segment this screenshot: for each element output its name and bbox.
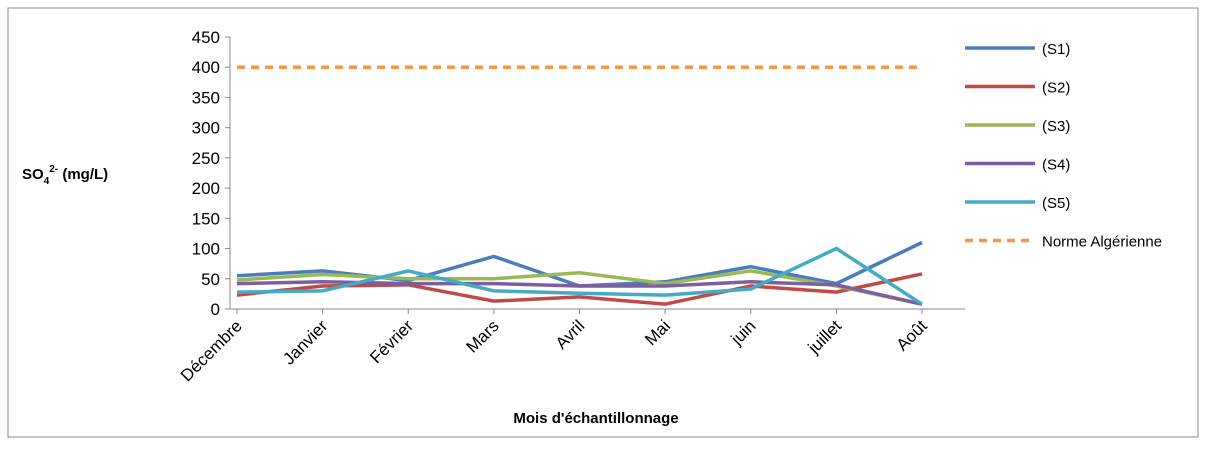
y-tick-label: 0 <box>211 300 220 319</box>
legend-label: (S1) <box>1042 41 1070 58</box>
y-axis-label: SO42- (mg/L) <box>22 164 108 187</box>
y-label-unit: (mg/L) <box>58 166 108 183</box>
legend-label: (S3) <box>1042 118 1070 135</box>
chart-border <box>7 7 1199 438</box>
y-tick-label: 300 <box>192 119 220 138</box>
y-label-base: SO <box>22 166 44 183</box>
y-label-sup: 2- <box>49 164 58 175</box>
y-tick-label: 450 <box>192 28 220 47</box>
series-line <box>236 280 923 306</box>
y-tick-label: 150 <box>192 209 220 228</box>
x-axis-label: Mois d'échantillonnage <box>513 410 678 427</box>
y-tick-label: 100 <box>192 240 220 259</box>
y-tick-label: 50 <box>201 270 220 289</box>
y-tick-label: 250 <box>192 149 220 168</box>
legend-label: (S4) <box>1042 157 1070 174</box>
legend-label: Norme Algérienne <box>1042 234 1162 251</box>
y-label-sub: 4 <box>44 176 50 187</box>
series-line <box>236 246 923 306</box>
legend-label: (S5) <box>1042 195 1070 212</box>
y-tick-label: 400 <box>192 58 220 77</box>
series-line <box>236 269 923 306</box>
y-tick-label: 200 <box>192 179 220 198</box>
legend-label: (S2) <box>1042 80 1070 97</box>
y-tick-label: 350 <box>192 88 220 107</box>
